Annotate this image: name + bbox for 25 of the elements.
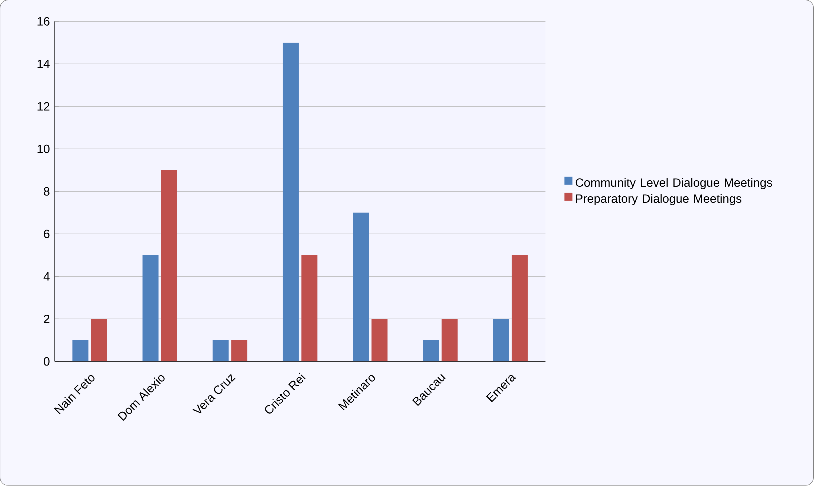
y-tick-label: 16 bbox=[38, 17, 50, 26]
bar bbox=[91, 319, 108, 362]
legend-label: Community Level Dialogue Meetings bbox=[576, 178, 772, 190]
y-tick-label: 4 bbox=[44, 272, 50, 281]
y-tick-label: 6 bbox=[44, 230, 50, 238]
legend-label: Preparatory Dialogue Meetings bbox=[576, 194, 742, 206]
bar bbox=[142, 255, 159, 362]
y-tick-label: 0 bbox=[44, 357, 50, 366]
bar bbox=[493, 319, 510, 362]
bar bbox=[232, 340, 248, 362]
bar bbox=[161, 170, 178, 362]
y-tick-label: 14 bbox=[38, 60, 50, 68]
bar bbox=[512, 255, 528, 362]
bar bbox=[282, 42, 299, 362]
bar bbox=[353, 212, 370, 362]
y-tick-label: 10 bbox=[38, 144, 50, 154]
bar bbox=[372, 319, 388, 362]
bar bbox=[72, 340, 89, 362]
bar bbox=[302, 255, 318, 362]
bar bbox=[212, 340, 229, 362]
bar bbox=[442, 319, 458, 362]
bar bbox=[423, 340, 440, 362]
y-tick-label: 2 bbox=[44, 314, 50, 324]
y-tick-label: 12 bbox=[38, 102, 50, 111]
y-tick-label: 8 bbox=[44, 187, 50, 196]
